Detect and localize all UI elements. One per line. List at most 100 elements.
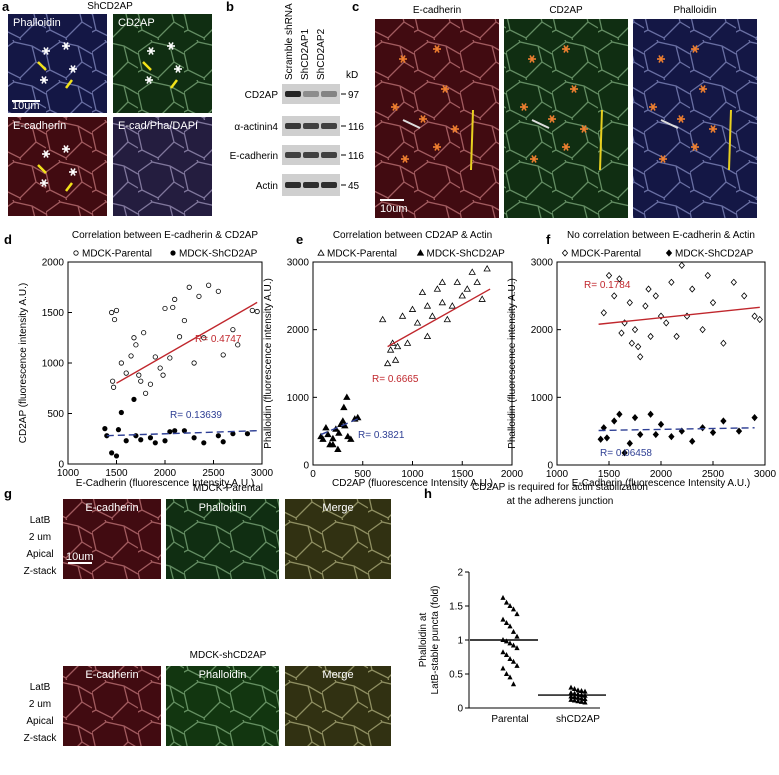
point <box>741 292 748 300</box>
side-label: Apical <box>26 716 53 727</box>
y-tick-label: 2 <box>457 568 463 579</box>
point <box>340 403 348 411</box>
asterisk <box>63 42 69 50</box>
point <box>141 330 147 336</box>
point <box>611 417 618 425</box>
point <box>162 305 168 312</box>
row-title: MDCK-shCD2AP <box>190 650 267 661</box>
arrow <box>65 182 73 192</box>
asterisk <box>452 125 458 133</box>
point <box>631 414 639 422</box>
point <box>735 427 743 435</box>
image-label: Phalloidin <box>199 669 247 681</box>
scale-label: 10um <box>12 100 40 112</box>
point <box>568 696 574 702</box>
panel-title: ShCD2AP <box>87 1 133 12</box>
point <box>418 288 427 296</box>
blot-band <box>303 152 319 158</box>
side-label: 2 um <box>29 699 51 710</box>
point <box>215 433 221 439</box>
junction-mark <box>728 109 732 171</box>
chart-title: CD2AP is required for actin stabilizatio… <box>472 482 648 493</box>
x-tick-label: 3000 <box>754 469 777 480</box>
point <box>147 381 154 387</box>
arrow <box>170 79 178 89</box>
asterisk <box>41 76 47 84</box>
point <box>344 432 352 440</box>
legend-marker <box>170 250 176 256</box>
point <box>215 288 221 294</box>
point <box>618 329 625 337</box>
point <box>616 410 623 418</box>
point <box>408 305 417 312</box>
asterisk <box>521 103 527 111</box>
point <box>514 645 520 651</box>
point <box>398 312 407 319</box>
point <box>391 356 400 363</box>
point <box>568 684 574 690</box>
point <box>143 390 149 396</box>
legend-label: MDCK-ShCD2AP <box>427 249 506 260</box>
asterisk <box>571 85 577 93</box>
point <box>756 315 763 324</box>
point <box>514 633 520 639</box>
x-tick-label: 1500 <box>451 469 474 480</box>
r-label: R= 0.1784 <box>584 280 631 291</box>
y-axis-label: CD2AP (fluorescence intensity A.U.) <box>18 283 29 443</box>
r-label: R= 0.13639 <box>170 410 222 421</box>
x-tick-label: 2000 <box>650 469 673 480</box>
point <box>689 285 696 293</box>
point <box>514 611 520 617</box>
blot-band <box>285 91 301 97</box>
point <box>751 312 758 320</box>
point <box>176 334 183 340</box>
lane-label: ShCD2AP1 <box>300 28 311 80</box>
image-label: E-cadherin <box>13 120 66 132</box>
side-label: 2 um <box>29 532 51 543</box>
point <box>597 435 604 443</box>
asterisk <box>400 55 406 63</box>
point <box>162 438 168 444</box>
asterisk <box>392 103 398 111</box>
panel-label: e <box>296 232 303 247</box>
blot-band <box>303 123 319 129</box>
point <box>438 298 447 306</box>
point <box>220 352 226 358</box>
point <box>571 694 578 700</box>
point <box>463 285 471 292</box>
image-title: E-cadherin <box>413 5 461 16</box>
point <box>181 428 187 434</box>
scale-label: 10um <box>380 203 408 215</box>
arrow <box>37 164 47 174</box>
chart-title: at the adherens junction <box>507 496 614 507</box>
asterisk <box>563 143 569 151</box>
arrow <box>65 79 73 89</box>
point <box>115 427 122 433</box>
point <box>354 413 362 421</box>
y-tick-label: 1500 <box>42 308 65 319</box>
unit-label: kD <box>346 70 358 81</box>
row-title: MDCK-Parental <box>193 483 263 494</box>
point <box>347 435 355 442</box>
y-axis-label: LatB-stable puncta (fold) <box>430 586 441 695</box>
point <box>319 435 327 442</box>
point <box>249 307 255 314</box>
point <box>329 434 337 442</box>
blot-band <box>303 182 319 188</box>
point <box>503 620 510 625</box>
point <box>343 393 351 400</box>
asterisk <box>531 155 537 163</box>
point <box>628 339 636 347</box>
scale-label: 10um <box>66 551 94 563</box>
x-axis-label: E-Cadherin (fluorescence Intensity A.U.) <box>76 478 254 489</box>
blot-band <box>321 152 337 158</box>
point <box>751 414 758 422</box>
r-label: R= 0.4747 <box>195 334 242 345</box>
fit-line <box>598 306 760 325</box>
y-axis-label: Phalloidin (fluorescence intensity A.U.) <box>507 278 518 449</box>
asterisk <box>678 115 684 123</box>
point <box>503 671 510 676</box>
asterisk <box>692 45 698 53</box>
size-label: 45 <box>348 181 360 192</box>
point <box>133 342 139 348</box>
